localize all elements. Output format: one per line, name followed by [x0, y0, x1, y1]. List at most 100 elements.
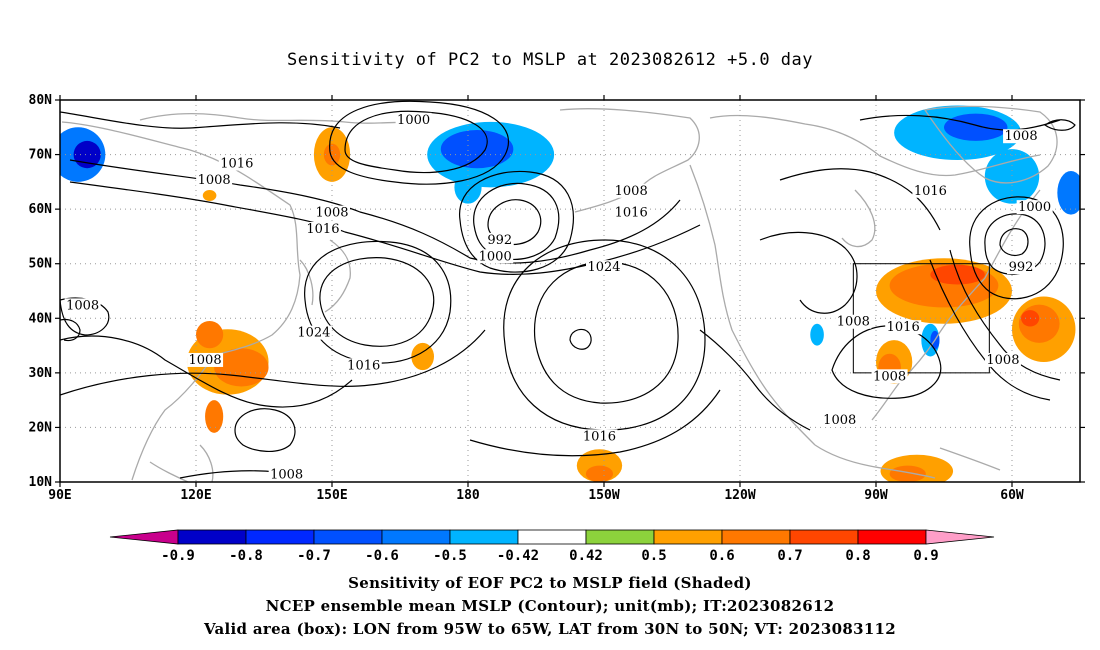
lon-label: 90W: [864, 488, 888, 503]
lat-label: 20N: [29, 420, 53, 435]
shading-patch: [196, 321, 224, 349]
contour-label: 1016: [306, 222, 339, 237]
lat-label: 80N: [29, 93, 53, 108]
colorbar-swatch: [857, 529, 927, 545]
lon-label: 180: [456, 488, 480, 503]
lon-label: 90E: [48, 488, 71, 503]
contour-label: 1024: [587, 260, 620, 275]
contour-line: [949, 249, 1061, 381]
shading-patch: [411, 342, 434, 371]
contour-line: [969, 196, 1064, 300]
contour-label-bg: [586, 260, 622, 275]
shading-patch: [202, 190, 217, 201]
contour-label: 1016: [887, 320, 920, 335]
coastline-canada-arctic: [709, 114, 1041, 177]
colorbar-swatch: [449, 529, 519, 545]
contour-label-bg: [613, 205, 650, 220]
contour-label: 1008: [1005, 129, 1038, 144]
shading-patch: [810, 323, 824, 346]
contour-label-bg: [304, 221, 341, 236]
contour-line: [984, 213, 1046, 275]
contour-label: 1016: [583, 429, 616, 444]
lon-label: 60W: [1000, 488, 1024, 503]
contour-line: [569, 328, 592, 350]
contour-label-bg: [477, 249, 514, 264]
contour-label-bg: [871, 369, 908, 384]
colorbar-label: -0.9: [161, 548, 195, 564]
contour-line: [469, 389, 721, 457]
colorbar-swatch: [585, 529, 655, 545]
coastline-philippines-indonesia: [149, 444, 214, 482]
contour-label-bg: [984, 352, 1021, 367]
lon-label: 150W: [588, 488, 619, 503]
colorbar-label: -0.5: [433, 548, 467, 564]
colorbar-label: -0.42: [497, 548, 539, 564]
contour-labels: 1000100810161008100810161016100810169921…: [64, 112, 1053, 483]
contour-label: 1008: [837, 315, 870, 330]
colorbar-swatch: [721, 529, 791, 545]
contour-label: 992: [487, 233, 512, 248]
lat-label: 10N: [29, 475, 53, 490]
colorbar: -0.9 -0.8 -0.7 -0.6 -0.5 -0.42 0.42 0.5 0.6 0.7 0.…: [109, 529, 995, 564]
colorbar-swatch: [313, 529, 383, 545]
shading-patch: [944, 113, 1008, 141]
contour-label: 992: [1009, 260, 1034, 275]
colorbar-label: -0.8: [229, 548, 263, 564]
contour-line: [60, 335, 353, 408]
contour-label: 1008: [615, 184, 648, 199]
contour-label: 1016: [347, 358, 380, 373]
contour-label: 1008: [823, 413, 856, 428]
coastline-north-america-east: [871, 189, 1041, 421]
contour-label-bg: [1016, 200, 1053, 215]
map-title: Sensitivity of PC2 to MSLP at 2023082612…: [286, 50, 813, 70]
contour-line: [459, 170, 574, 273]
contour-label: 1008: [66, 298, 99, 313]
contour-label-bg: [885, 320, 922, 335]
contour-line: [699, 329, 811, 431]
contour-line: [533, 261, 679, 404]
contour-line: [329, 100, 510, 185]
coastline-siberia-north: [139, 113, 431, 127]
shading-patch: [454, 170, 482, 204]
contour-label: 1008: [270, 468, 303, 483]
plot-frame: [59, 99, 1081, 483]
shading-patch: [440, 130, 514, 169]
contour-line: [60, 329, 486, 396]
contour-label-bg: [1003, 129, 1040, 144]
colorbar-swatch: [653, 529, 723, 545]
contour-label-bg: [821, 412, 858, 427]
lat-label: 30N: [29, 366, 53, 381]
contour-label-bg: [485, 232, 514, 247]
contour-label: 1000: [397, 113, 430, 128]
coastline-asia-east: [61, 121, 301, 481]
colorbar-label: -0.7: [297, 548, 331, 564]
contour-label-bg: [345, 358, 382, 373]
coastline-hudson-bay: [841, 189, 876, 248]
caption-valid-area: Valid area (box): LON from 95W to 65W, L…: [203, 620, 897, 638]
contour-line: [831, 325, 942, 399]
coastline-north-america-west: [689, 164, 816, 446]
lon-label: 120W: [724, 488, 755, 503]
shading-patch: [1057, 170, 1080, 215]
contour-label-bg: [64, 298, 101, 313]
contour-line: [999, 228, 1029, 257]
contour-line: [60, 318, 81, 342]
contour-label-bg: [218, 156, 255, 171]
colorbar-swatch: [177, 529, 247, 545]
lon-label: 120E: [180, 488, 211, 503]
lat-label: 40N: [29, 311, 53, 326]
contour-line: [344, 110, 488, 174]
contour-label-bg: [187, 352, 224, 367]
colorbar-high-extend: [925, 529, 995, 545]
lat-label: 50N: [29, 257, 53, 272]
shading-patch: [889, 465, 926, 482]
shading-patch: [585, 465, 614, 482]
colorbar-label: -0.6: [365, 548, 399, 564]
contour-label: 1008: [315, 206, 348, 221]
contour-label: 1024: [297, 326, 330, 341]
colorbar-label: 0.6: [709, 548, 734, 564]
lat-label: 60N: [29, 202, 53, 217]
contour-label-bg: [613, 183, 650, 198]
